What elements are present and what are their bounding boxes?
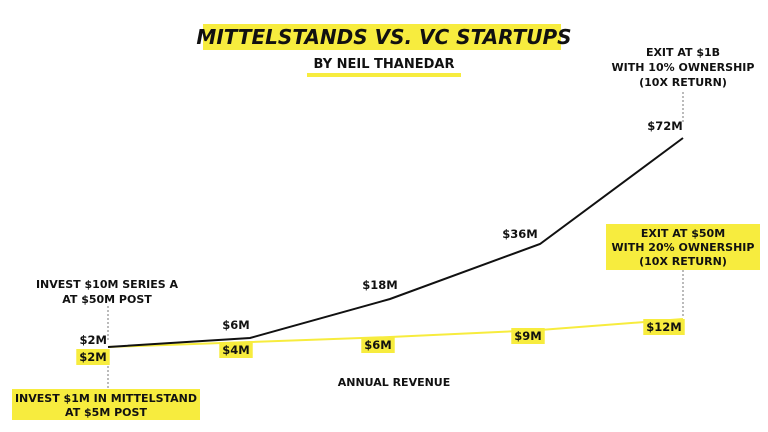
annotation-invest-vc: INVEST $10M SERIES A AT $50M POST [36,278,179,306]
title-highlight [203,24,561,50]
data-label-vc-4: $72M [647,119,682,133]
annotation-invest-mittelstand-line-1: INVEST $1M IN MITTELSTAND [15,392,197,405]
subtitle-underline [307,73,461,77]
annotation-exit-vc-line-2: WITH 10% OWNERSHIP [612,61,755,74]
annotation-exit-mittelstand-line-3: (10X RETURN) [639,255,727,268]
data-label-vc-3: $36M [502,227,537,241]
data-label-mittelstand-2: $6M [364,338,391,352]
annotation-invest-mittelstand-bg [12,389,200,420]
annotation-exit-mittelstand: EXIT AT $50M WITH 20% OWNERSHIP (10X RET… [606,224,760,270]
annotation-invest-vc-line-1: INVEST $10M SERIES A [36,278,179,291]
annotation-exit-vc: EXIT AT $1B WITH 10% OWNERSHIP (10X RETU… [612,46,755,89]
data-label-vc-1: $6M [222,318,249,332]
annotation-invest-mittelstand: INVEST $1M IN MITTELSTAND AT $5M POST [12,389,200,420]
annotation-exit-mittelstand-line-1: EXIT AT $50M [641,227,725,240]
data-label-bg-mittelstand-2 [361,337,395,353]
annotation-invest-mittelstand-line-2: AT $5M POST [65,406,147,419]
data-label-vc-2: $18M [362,278,397,292]
data-label-bg-mittelstand-1 [219,342,253,358]
x-axis-label: ANNUAL REVENUE [338,376,451,389]
annotation-invest-vc-line-2: AT $50M POST [62,293,152,306]
data-label-bg-mittelstand-3 [511,328,545,344]
data-label-mittelstand-1: $4M [222,343,249,357]
annotation-exit-mittelstand-line-2: WITH 20% OWNERSHIP [612,241,755,254]
data-label-mittelstand-4: $12M [646,320,681,334]
series-line-mittelstand [107,318,684,348]
annotation-exit-vc-line-3: (10X RETURN) [639,76,727,89]
data-label-bg-mittelstand-4 [643,319,685,335]
annotation-exit-vc-line-1: EXIT AT $1B [646,46,720,59]
data-label-vc-0: $2M [80,333,107,347]
data-label-bg-mittelstand-0 [76,349,110,365]
annotation-exit-mittelstand-bg [606,224,760,270]
series-line-vc [107,137,684,348]
data-label-mittelstand-3: $9M [514,329,541,343]
chart-title: MITTELSTANDS VS. VC STARTUPS [196,25,571,49]
data-label-mittelstand-0: $2M [79,350,106,364]
chart-subtitle: BY NEIL THANEDAR [314,57,455,72]
